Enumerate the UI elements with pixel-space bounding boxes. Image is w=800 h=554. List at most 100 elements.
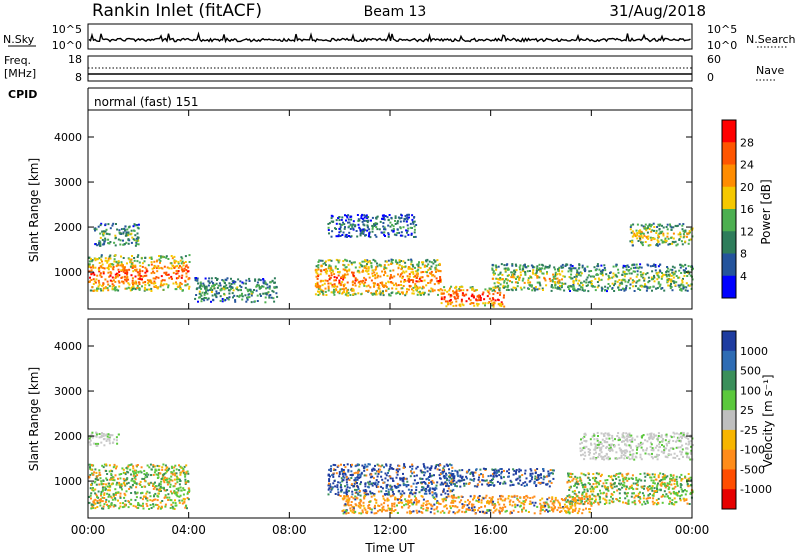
scatter-cell (565, 497, 568, 500)
scatter-cell (418, 280, 421, 283)
scatter-cell (643, 279, 646, 282)
scatter-cell (466, 470, 468, 473)
scatter-cell (688, 230, 691, 233)
scatter-cell (121, 264, 124, 267)
scatter-cell (420, 271, 423, 274)
scatter-cell (571, 496, 574, 499)
scatter-cell (641, 244, 644, 247)
scatter-cell (330, 274, 333, 277)
scatter-cell (645, 289, 648, 292)
scatter-cell (98, 483, 101, 486)
scatter-cell (649, 286, 652, 289)
scatter-cell (115, 465, 118, 468)
scatter-cell (178, 495, 181, 498)
scatter-cell (337, 491, 340, 494)
scatter-cell (410, 232, 413, 235)
scatter-cell (115, 436, 118, 439)
scatter-cell (532, 269, 535, 272)
scatter-cell (111, 498, 114, 501)
scatter-cell (384, 477, 387, 480)
scatter-cell (219, 284, 222, 287)
scatter-cell (601, 271, 604, 274)
scatter-cell (135, 486, 138, 489)
scatter-cell (270, 296, 273, 299)
scatter-cell (513, 469, 516, 472)
scatter-cell (150, 261, 153, 264)
scatter-cell (395, 485, 398, 488)
scatter-cell (164, 472, 167, 475)
scatter-cell (346, 503, 349, 506)
scatter-cell (94, 488, 97, 491)
scatter-cell (353, 479, 356, 482)
scatter-cell (343, 291, 345, 293)
scatter-cell (559, 506, 562, 509)
scatter-cell (157, 265, 160, 268)
scatter-cell (185, 275, 188, 278)
scatter-cell (527, 279, 530, 282)
scatter-cell (640, 275, 643, 278)
scatter-cell (492, 303, 495, 306)
scatter-cell (491, 497, 494, 500)
scatter-cell (683, 269, 686, 272)
scatter-cell (618, 288, 620, 291)
scatter-cell (139, 484, 142, 486)
scatter-cell (333, 293, 336, 296)
scatter-cell (138, 482, 141, 485)
scatter-cell (377, 287, 380, 290)
scatter-cell (114, 236, 117, 239)
scatter-cell (611, 282, 614, 285)
scatter-cell (376, 222, 379, 225)
scatter-cell (333, 276, 336, 279)
scatter-cell (455, 300, 458, 303)
scatter-cell (581, 264, 584, 267)
scatter-cell (179, 486, 182, 489)
freq-tick-high: 18 (68, 53, 82, 66)
scatter-cell (638, 232, 641, 234)
scatter-cell (390, 487, 393, 490)
scatter-cell (130, 498, 133, 501)
scatter-cell (633, 290, 636, 292)
scatter-cell (93, 273, 96, 276)
scatter-cell (338, 473, 341, 475)
scatter-cell (351, 473, 354, 476)
scatter-cell (345, 287, 347, 290)
scatter-cell (99, 272, 102, 275)
scatter-cell (575, 275, 578, 278)
scatter-cell (108, 482, 110, 485)
scatter-cell (631, 239, 634, 242)
scatter-cell (374, 293, 377, 296)
scatter-cell (517, 511, 520, 513)
scatter-cell (172, 469, 175, 472)
scatter-cell (344, 269, 347, 272)
scatter-cell (418, 499, 421, 502)
scatter-cell (511, 289, 514, 292)
scatter-cell (181, 499, 184, 502)
scatter-cell (663, 289, 666, 292)
scatter-cell (656, 243, 658, 246)
scatter-cell (638, 235, 641, 238)
scatter-cell (386, 216, 389, 219)
scatter-cell (205, 289, 208, 292)
scatter-cell (607, 458, 610, 461)
scatter-cell (101, 432, 103, 435)
scatter-cell (153, 471, 156, 474)
scatter-cell (91, 259, 94, 262)
scatter-cell (476, 304, 479, 307)
scatter-cell (656, 239, 659, 242)
scatter-cell (440, 493, 443, 496)
scatter-cell (451, 505, 454, 507)
scatter-cell (365, 290, 368, 292)
scatter-cell (149, 499, 152, 502)
scatter-cell (269, 294, 272, 296)
scatter-cell (351, 483, 353, 486)
scatter-cell (390, 281, 393, 283)
scatter-cell (364, 489, 367, 491)
scatter-cell (516, 281, 519, 284)
scatter-cell (404, 261, 407, 264)
scatter-cell (551, 498, 554, 501)
scatter-cell (515, 472, 517, 475)
scatter-cell (364, 482, 367, 485)
scatter-cell (379, 290, 382, 293)
scatter-cell (181, 270, 184, 273)
scatter-cell (404, 483, 407, 486)
